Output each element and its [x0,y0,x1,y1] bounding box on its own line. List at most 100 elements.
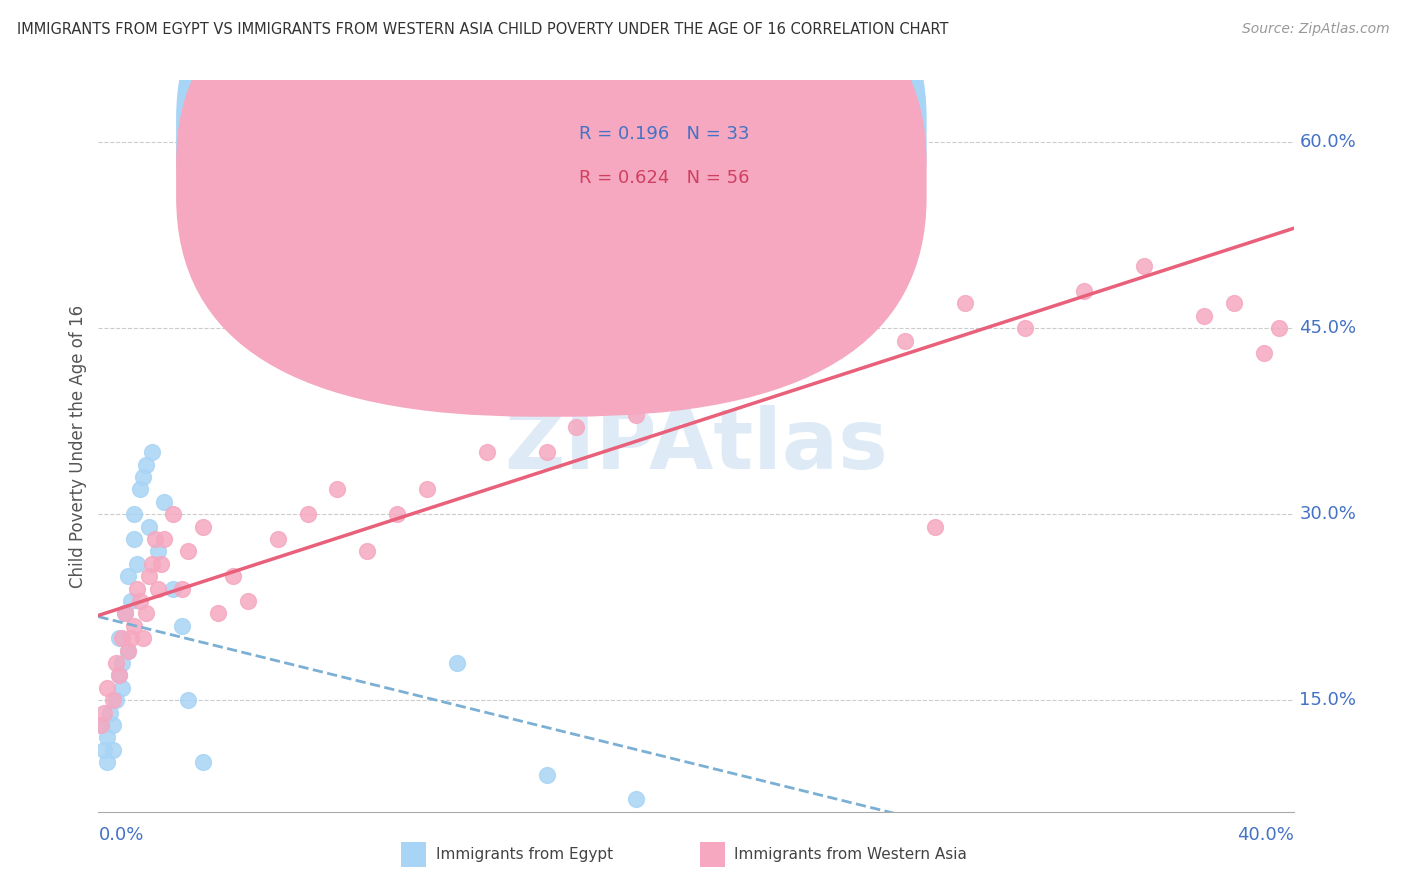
Text: 45.0%: 45.0% [1299,319,1357,337]
Point [565,420,588,434]
Point [96,681,118,695]
Point [475,445,498,459]
Point [655,346,678,360]
Point [124,507,146,521]
Point [117,569,139,583]
Point [162,507,184,521]
Point [326,483,349,497]
Point [177,544,200,558]
Point [953,296,976,310]
Point [108,668,131,682]
Point [191,755,214,769]
Point [775,309,797,323]
Text: R = 0.624   N = 56: R = 0.624 N = 56 [579,169,749,186]
Point [111,656,134,670]
Point [924,519,946,533]
Point [685,359,707,373]
Point [108,668,131,682]
Point [93,743,115,757]
Point [111,631,134,645]
FancyBboxPatch shape [176,0,927,417]
Point [105,693,128,707]
Point [714,334,737,348]
Point [148,582,170,596]
Point [1073,284,1095,298]
Y-axis label: Child Poverty Under the Age of 16: Child Poverty Under the Age of 16 [69,304,87,588]
Point [153,532,176,546]
Point [745,371,768,385]
Point [385,507,409,521]
Point [120,631,142,645]
Point [98,706,122,720]
Text: Immigrants from Egypt: Immigrants from Egypt [436,847,613,862]
Point [138,569,160,583]
Point [96,755,118,769]
Point [894,334,917,348]
Point [1192,309,1215,323]
Point [1014,321,1036,335]
Point [222,569,245,583]
Text: Immigrants from Western Asia: Immigrants from Western Asia [734,847,967,862]
Point [162,582,184,596]
Point [177,693,200,707]
Point [105,656,128,670]
Point [626,792,648,806]
Text: Source: ZipAtlas.com: Source: ZipAtlas.com [1241,22,1389,37]
Point [416,483,439,497]
Point [804,259,827,273]
Point [132,631,155,645]
Point [135,607,157,621]
Text: R = 0.196   N = 33: R = 0.196 N = 33 [579,125,749,143]
Text: IMMIGRANTS FROM EGYPT VS IMMIGRANTS FROM WESTERN ASIA CHILD POVERTY UNDER THE AG: IMMIGRANTS FROM EGYPT VS IMMIGRANTS FROM… [17,22,949,37]
Point [108,631,131,645]
Point [117,643,139,657]
FancyBboxPatch shape [176,0,927,373]
Point [129,594,152,608]
Point [120,594,142,608]
Text: ZIPAtlas: ZIPAtlas [503,406,889,486]
Point [124,619,146,633]
Point [93,706,115,720]
Point [236,594,259,608]
Point [172,619,194,633]
Point [536,445,558,459]
Point [117,643,139,657]
Point [153,495,176,509]
Point [1253,346,1275,360]
Text: 60.0%: 60.0% [1299,133,1357,152]
Point [138,519,160,533]
Point [114,607,136,621]
Point [103,743,125,757]
Point [1133,259,1156,273]
Point [90,718,112,732]
Point [135,458,157,472]
Point [148,544,170,558]
Point [127,582,149,596]
Point [111,681,134,695]
Point [356,544,378,558]
Text: 40.0%: 40.0% [1237,826,1294,845]
FancyBboxPatch shape [510,103,893,223]
Point [96,731,118,745]
Point [865,235,887,249]
Point [127,557,149,571]
Point [297,507,319,521]
Point [129,483,152,497]
Point [141,557,163,571]
Point [132,470,155,484]
Point [124,532,146,546]
Point [207,607,229,621]
Point [626,408,648,422]
Point [595,383,617,397]
Point [90,718,112,732]
Point [141,445,163,459]
Point [446,656,468,670]
Point [143,532,166,546]
Text: 30.0%: 30.0% [1299,505,1357,524]
Point [114,607,136,621]
Text: 0.0%: 0.0% [98,826,143,845]
Point [536,767,558,781]
Text: 15.0%: 15.0% [1299,691,1357,709]
Point [1223,296,1246,310]
Point [191,519,214,533]
